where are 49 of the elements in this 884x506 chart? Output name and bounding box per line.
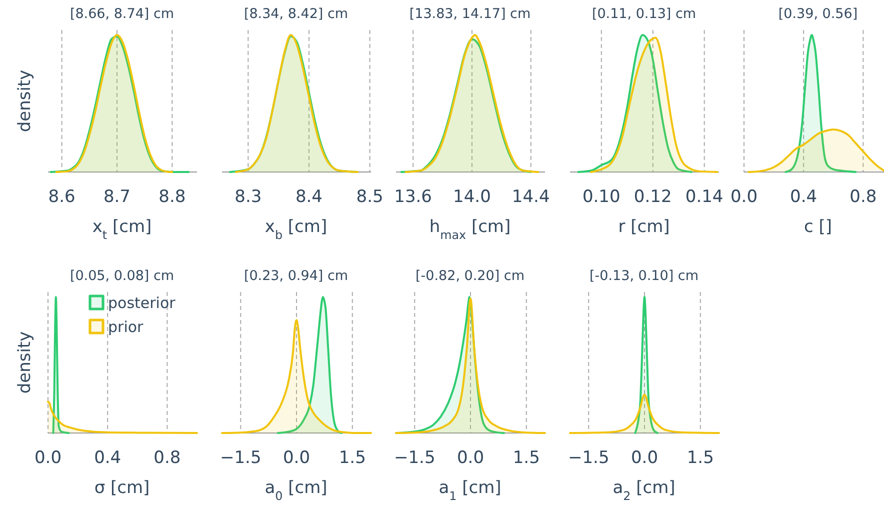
x-tick-label: 1.5 <box>512 448 540 468</box>
x-tick-label: 0.0 <box>730 187 758 207</box>
x-axis-title: a$_{0}$ [cm] <box>264 478 328 503</box>
x-tick-label: 0.0 <box>456 448 484 468</box>
x-axis-title: h$_{max}$ [cm] <box>429 217 511 242</box>
x-tick-label: 1.5 <box>338 448 366 468</box>
x-tick-label: 0.0 <box>630 448 658 468</box>
x-tick-label: 0.14 <box>685 187 724 207</box>
x-tick-label: 0.8 <box>154 448 181 468</box>
chart-title: [0.11, 0.13] cm <box>592 6 696 22</box>
x-tick-label: 0.0 <box>282 448 310 468</box>
x-axis-title: r [cm] <box>618 217 670 237</box>
x-axis-title: σ [cm] <box>94 478 150 498</box>
x-tick-label: 8.4 <box>295 187 322 207</box>
x-axis-title: x$_{b}$ [cm] <box>264 217 328 242</box>
x-tick-label: 0.8 <box>850 187 877 207</box>
x-tick-label: −1.5 <box>220 448 262 468</box>
x-axis-title: a$_{2}$ [cm] <box>612 478 676 503</box>
x-tick-label: 8.6 <box>48 187 76 207</box>
chart-title: [0.05, 0.08] cm <box>70 268 174 284</box>
y-axis-title: density <box>15 70 35 132</box>
x-tick-label: 0.4 <box>790 187 818 207</box>
chart-title: [-0.82, 0.20] cm <box>416 268 524 284</box>
chart-title: [8.66, 8.74] cm <box>70 6 174 22</box>
x-tick-label: −1.5 <box>568 448 610 468</box>
x-tick-label: 13.6 <box>394 187 432 207</box>
x-tick-label: 0.4 <box>94 448 122 468</box>
x-tick-label: −1.5 <box>394 448 436 468</box>
x-tick-label: 0.12 <box>634 187 672 207</box>
x-tick-label: 14.0 <box>453 187 491 207</box>
x-tick-label: 8.7 <box>103 187 131 207</box>
x-axis-title: c [] <box>804 217 832 237</box>
chart-title: [13.83, 14.17] cm <box>409 6 531 22</box>
chart-title: [8.34, 8.42] cm <box>244 6 348 22</box>
x-tick-label: 0.10 <box>582 187 620 207</box>
x-tick-label: 14.4 <box>512 187 550 207</box>
legend-label: prior <box>108 318 144 336</box>
legend-label: posterior <box>108 294 176 312</box>
x-axis-title: a$_{1}$ [cm] <box>438 478 502 503</box>
x-tick-label: 0.0 <box>34 448 62 468</box>
x-tick-label: 8.3 <box>234 187 262 207</box>
chart-title: [0.23, 0.94] cm <box>244 268 348 284</box>
x-tick-label: 8.5 <box>356 187 384 207</box>
x-axis-title: x$_{t}$ [cm] <box>92 217 152 242</box>
chart-title: [-0.13, 0.10] cm <box>590 268 698 284</box>
chart-title: [0.39, 0.56] <box>778 6 858 22</box>
x-tick-label: 8.8 <box>158 187 186 207</box>
y-axis-title: density <box>15 331 35 394</box>
x-tick-label: 1.5 <box>686 448 714 468</box>
